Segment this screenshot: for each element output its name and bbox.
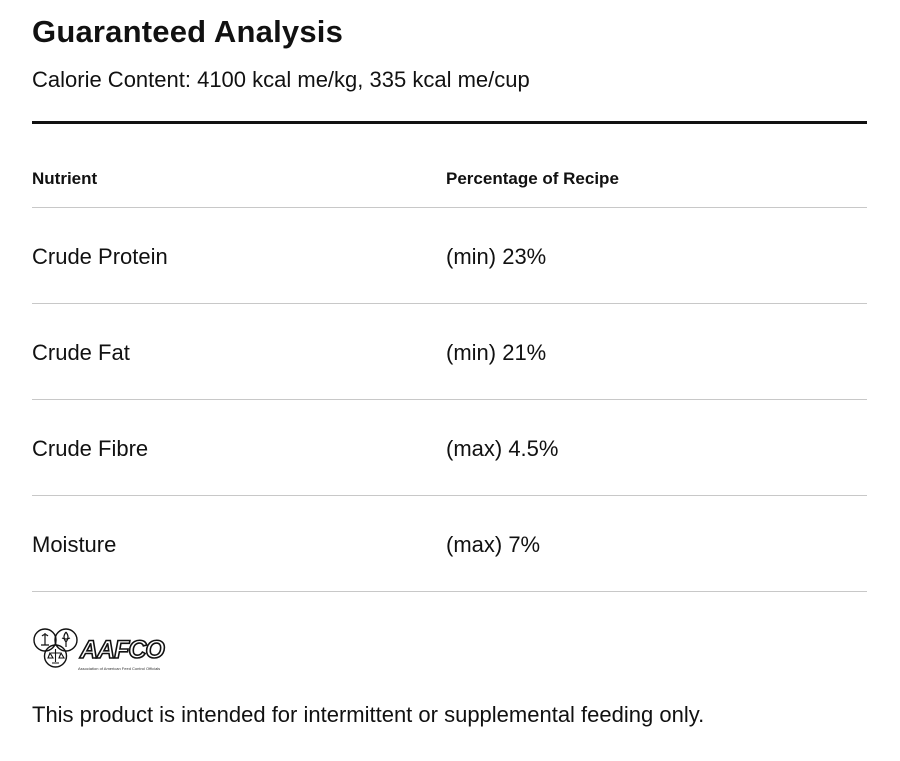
table-header-row: Nutrient Percentage of Recipe <box>32 124 867 208</box>
aafco-wordmark: AAFCO <box>79 636 165 664</box>
aafco-logo: AAFCO Association of American Feed Contr… <box>32 626 184 674</box>
nutrient-percentage: (min) 23% <box>446 244 547 269</box>
calorie-content: Calorie Content: 4100 kcal me/kg, 335 kc… <box>32 67 530 92</box>
nutrient-percentage: (min) 21% <box>446 340 547 365</box>
feeding-disclaimer: This product is intended for intermitten… <box>32 702 705 727</box>
nutrient-name: Crude Protein <box>32 244 168 269</box>
table-row: Crude Protein (min) 23% <box>32 208 867 304</box>
nutrient-percentage: (max) 4.5% <box>446 436 559 461</box>
nutrient-name: Crude Fibre <box>32 436 149 461</box>
column-header-percentage: Percentage of Recipe <box>446 169 619 188</box>
column-header-nutrient: Nutrient <box>32 169 98 188</box>
aafco-subtitle: Association of American Feed Control Off… <box>78 666 161 671</box>
nutrient-percentage: (max) 7% <box>446 532 541 557</box>
table-row: Crude Fibre (max) 4.5% <box>32 400 867 496</box>
aafco-seal-icon <box>33 628 78 668</box>
table-row: Crude Fat (min) 21% <box>32 304 867 400</box>
nutrient-name: Crude Fat <box>32 340 130 365</box>
table-row: Moisture (max) 7% <box>32 496 867 592</box>
page-title: Guaranteed Analysis <box>32 14 344 49</box>
nutrient-table: Nutrient Percentage of Recipe Crude Prot… <box>32 124 867 592</box>
nutrient-name: Moisture <box>32 532 117 557</box>
heading-divider <box>32 121 867 124</box>
